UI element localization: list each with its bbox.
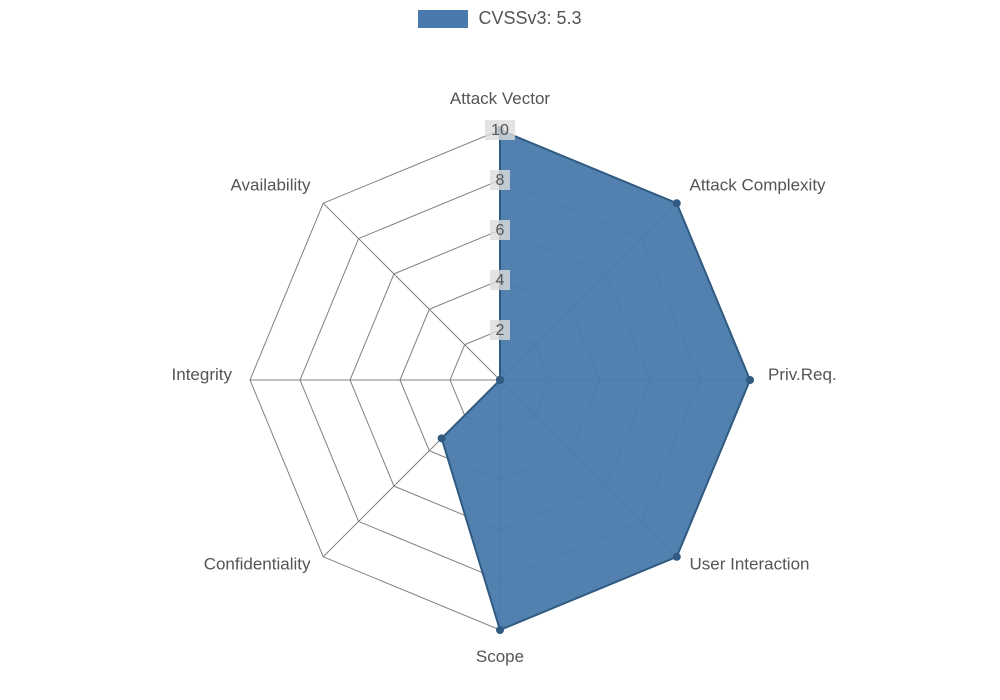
legend-swatch bbox=[418, 10, 468, 28]
tick-label: 6 bbox=[496, 222, 505, 239]
axis-label: Priv.Req. bbox=[768, 365, 837, 384]
data-marker bbox=[673, 199, 681, 207]
radar-chart: 2 4 6 8 10 Attack Vector Attack Complexity Priv… bbox=[0, 0, 1000, 700]
radar-chart-container: CVSSv3: 5.3 2 4 6 8 10 Attack Vector Attack Co… bbox=[0, 0, 1000, 700]
data-marker bbox=[438, 434, 446, 442]
axis-label: Scope bbox=[476, 647, 524, 666]
axis-label: Attack Complexity bbox=[690, 175, 827, 194]
legend: CVSSv3: 5.3 bbox=[0, 8, 1000, 33]
tick-label: 4 bbox=[496, 272, 505, 289]
axis-label: Attack Vector bbox=[450, 89, 550, 108]
data-marker bbox=[496, 376, 504, 384]
data-marker bbox=[673, 553, 681, 561]
tick-label: 8 bbox=[496, 172, 505, 189]
legend-label: CVSSv3: 5.3 bbox=[478, 8, 581, 29]
axis-label: Confidentiality bbox=[204, 555, 311, 574]
axis-label: User Interaction bbox=[690, 555, 810, 574]
axis-label: Availability bbox=[230, 175, 311, 194]
axis-label: Integrity bbox=[172, 365, 233, 384]
grid-spoke bbox=[323, 203, 500, 380]
data-marker bbox=[746, 376, 754, 384]
data-marker bbox=[496, 626, 504, 634]
tick-label: 10 bbox=[491, 122, 509, 139]
tick-label: 2 bbox=[496, 322, 505, 339]
